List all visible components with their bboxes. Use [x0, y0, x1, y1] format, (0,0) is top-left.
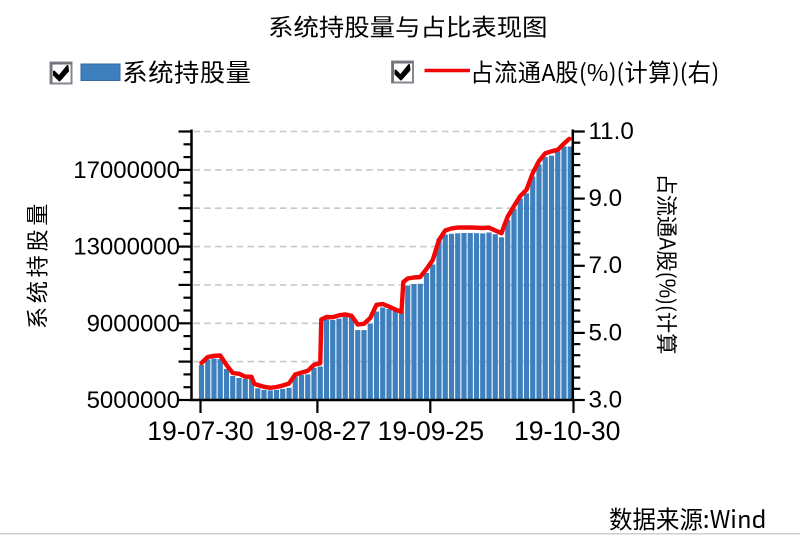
- svg-text:5.0: 5.0: [589, 319, 623, 346]
- svg-text:13000000: 13000000: [73, 234, 180, 261]
- svg-text:19-08-27: 19-08-27: [265, 416, 371, 446]
- svg-text:7.0: 7.0: [589, 252, 623, 279]
- svg-text:5000000: 5000000: [87, 387, 180, 414]
- svg-text:19-09-25: 19-09-25: [378, 416, 484, 446]
- svg-text:17000000: 17000000: [73, 157, 180, 184]
- svg-text:3.0: 3.0: [589, 386, 623, 413]
- svg-text:11.0: 11.0: [589, 118, 634, 145]
- svg-text:9000000: 9000000: [87, 310, 180, 337]
- svg-text:19-07-30: 19-07-30: [147, 416, 253, 446]
- svg-text:9.0: 9.0: [589, 185, 623, 212]
- svg-text:19-10-30: 19-10-30: [514, 416, 620, 446]
